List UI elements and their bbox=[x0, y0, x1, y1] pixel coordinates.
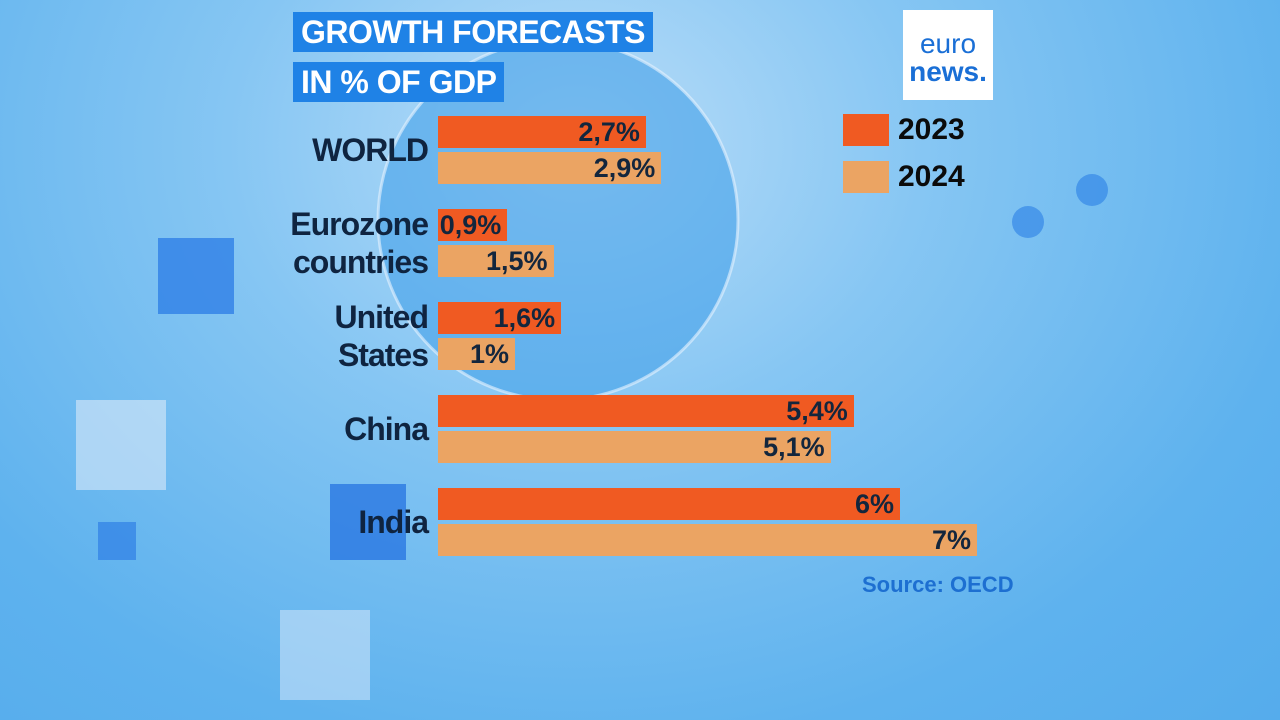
value-label: 5,4% bbox=[786, 396, 848, 426]
value-label: 1% bbox=[469, 339, 509, 369]
value-label: 2,9% bbox=[593, 153, 656, 183]
y-tick-label: India bbox=[358, 504, 429, 540]
legend-swatch bbox=[843, 161, 889, 193]
value-label: 1,6% bbox=[493, 303, 556, 333]
value-label: 0,9% bbox=[439, 210, 502, 240]
bar bbox=[438, 524, 977, 556]
bar bbox=[438, 338, 515, 370]
logo-text: euro bbox=[919, 28, 977, 59]
y-tick-label: United States bbox=[334, 299, 429, 373]
bar bbox=[438, 488, 900, 520]
chart-subtitle: IN % OF GDP bbox=[293, 62, 505, 102]
bar bbox=[438, 209, 508, 241]
y-tick-label: China bbox=[344, 411, 429, 447]
bar bbox=[438, 302, 562, 334]
bar bbox=[438, 245, 554, 277]
y-tick-label: WORLD bbox=[312, 132, 429, 168]
logo-text: news. bbox=[909, 56, 987, 87]
y-tick-label: Eurozone countries bbox=[290, 206, 429, 280]
legend-label: 2023 bbox=[898, 113, 965, 146]
value-label: 7% bbox=[931, 525, 971, 555]
legend-label: 2024 bbox=[898, 160, 965, 193]
value-label: 6% bbox=[854, 489, 894, 519]
bar bbox=[438, 395, 854, 427]
value-label: 1,5% bbox=[485, 246, 548, 276]
bar bbox=[438, 152, 662, 184]
bar bbox=[438, 116, 646, 148]
chart-title: GROWTH FORECASTS bbox=[293, 12, 653, 52]
value-label: 5,1% bbox=[763, 432, 825, 462]
logo: euro news. bbox=[903, 10, 993, 100]
legend-swatch bbox=[843, 114, 889, 146]
value-label: 2,7% bbox=[578, 117, 640, 147]
source: Source: OECD bbox=[862, 572, 1014, 597]
bar bbox=[438, 431, 831, 463]
